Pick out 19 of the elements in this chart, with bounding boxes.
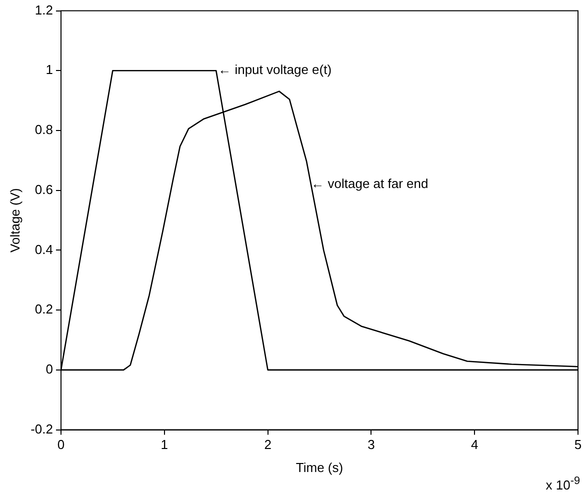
y-axis-title: Voltage (V) bbox=[7, 188, 22, 252]
y-tick-label: 0.8 bbox=[34, 122, 53, 138]
y-tick-label: 0 bbox=[46, 362, 53, 377]
annotation: ← voltage at far end bbox=[311, 176, 428, 191]
text: x 10$^{-9}$ bbox=[546, 474, 580, 492]
x-tick-label: 4 bbox=[470, 437, 478, 452]
x-tick-label: 5 bbox=[574, 437, 582, 452]
x-tick-label: 0 bbox=[57, 437, 65, 452]
x-tick-label: 3 bbox=[368, 437, 375, 452]
y-tick-label: 0.4 bbox=[34, 242, 53, 257]
y-tick-label: 0.2 bbox=[34, 302, 53, 317]
y-tick-label: -0.2 bbox=[30, 421, 53, 436]
y-tick-label: 1.2 bbox=[34, 2, 53, 18]
y-tick-label: 1 bbox=[46, 62, 53, 78]
x-tick-label: 2 bbox=[264, 437, 272, 452]
x-axis-title: Time (s) bbox=[296, 460, 344, 475]
y-tick-label: 0.6 bbox=[34, 182, 53, 197]
annotation: ← input voltage e(t) bbox=[218, 62, 332, 78]
x-tick-label: 1 bbox=[160, 437, 168, 452]
